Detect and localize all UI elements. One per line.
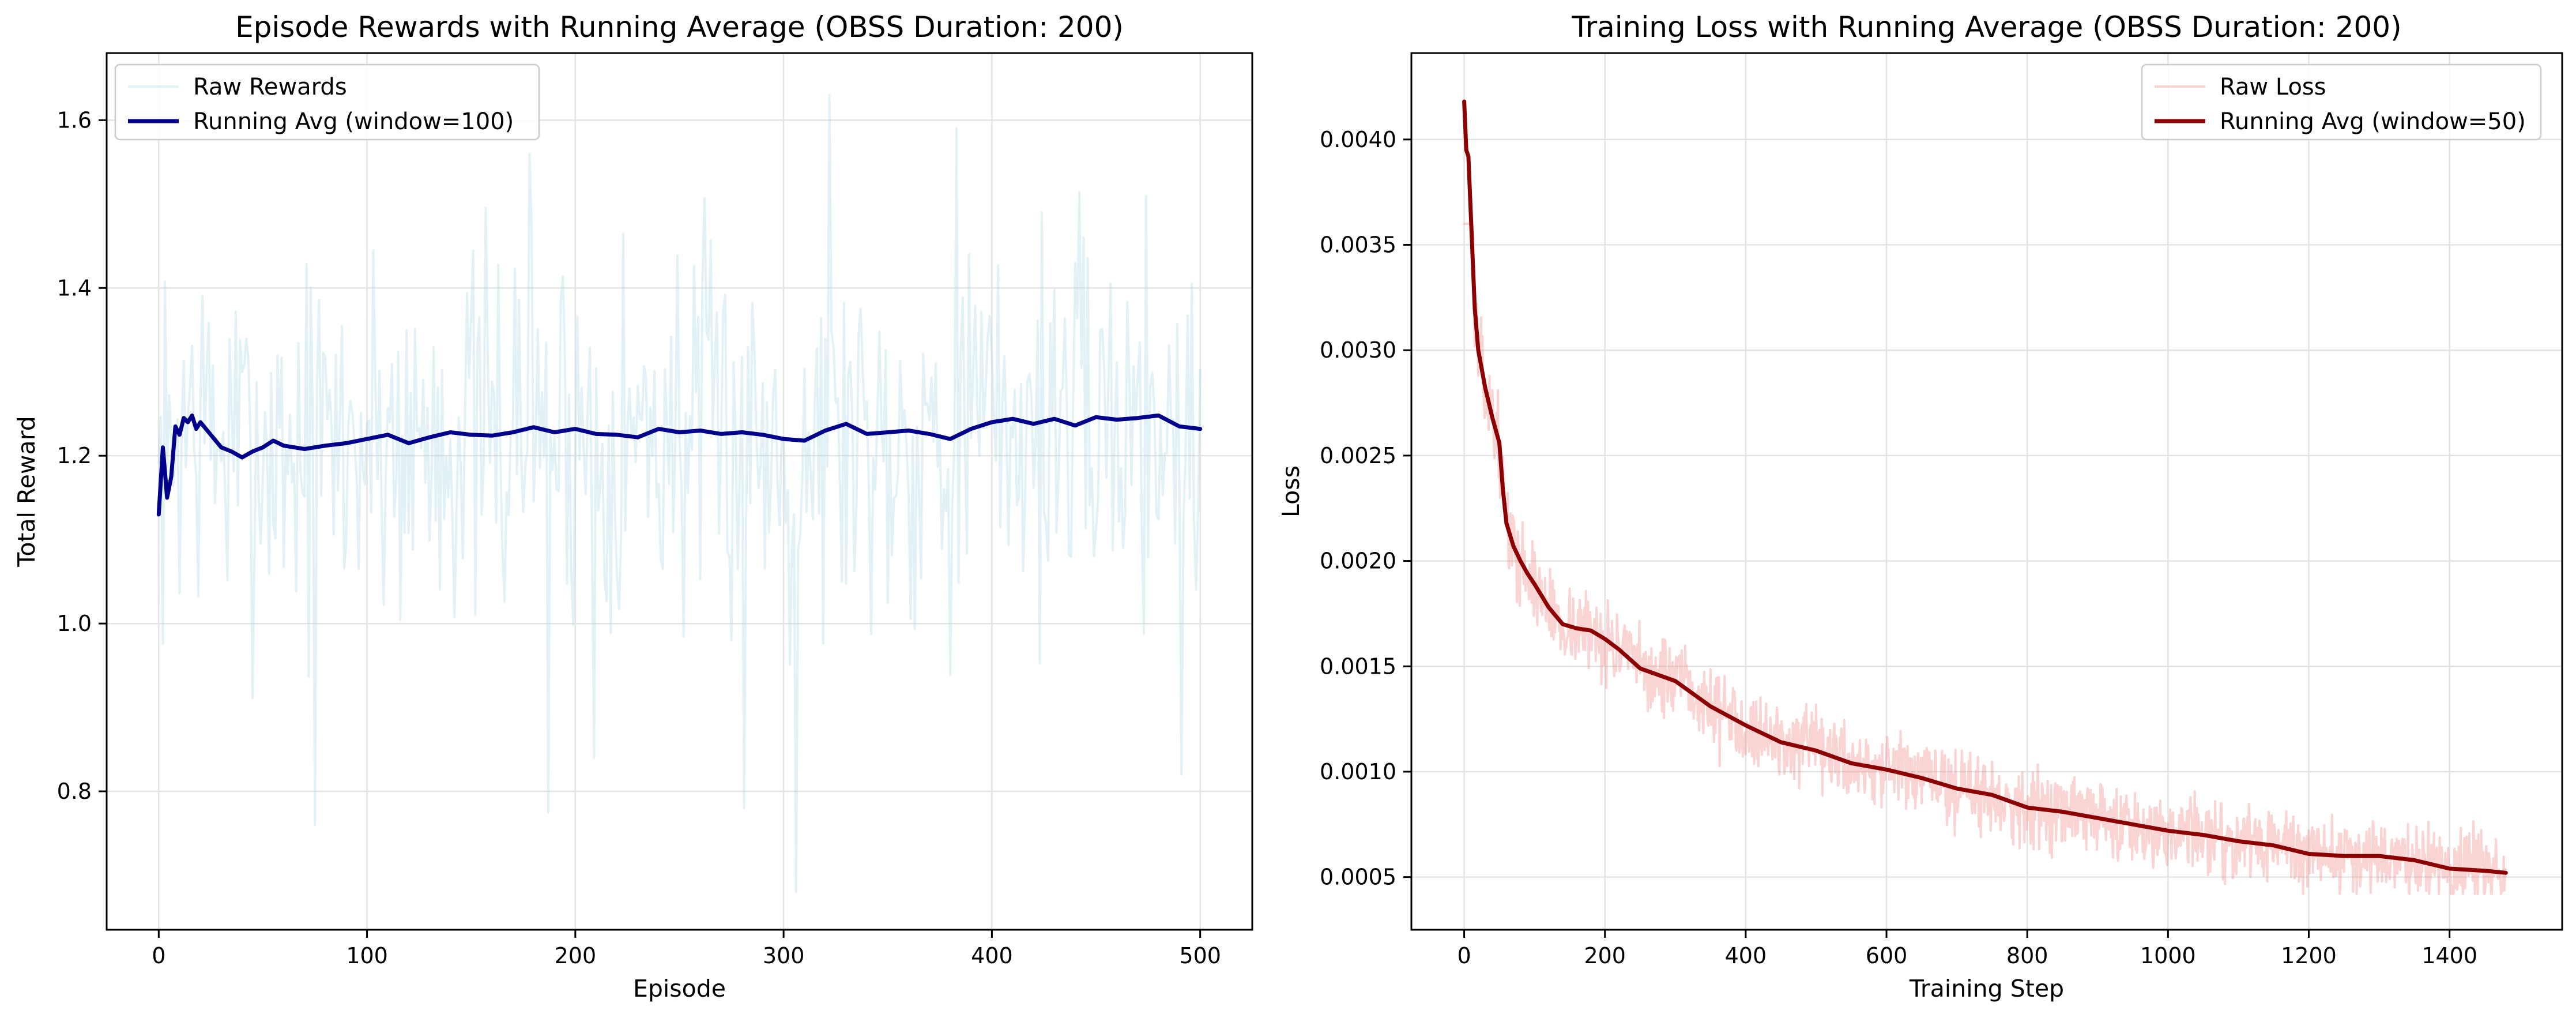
- x-tick-label: 400: [971, 943, 1013, 968]
- y-tick-label: 1.2: [57, 443, 92, 468]
- y-tick-label: 0.0015: [1320, 653, 1396, 679]
- y-tick-label: 0.0040: [1320, 127, 1396, 152]
- x-tick-label: 0: [1457, 943, 1471, 968]
- loss-chart: 0 200 400 600 800 1000 1200 1400 0.0005 0.0010 0.0…: [1277, 10, 2563, 1002]
- series-line-raw: [1463, 223, 2507, 895]
- x-tick-label: 800: [2006, 943, 2048, 968]
- legend: Raw Loss Running Avg (window=50): [2141, 63, 2542, 141]
- y-tick-label: 0.0010: [1320, 759, 1396, 784]
- y-tick-label: 1.0: [57, 611, 92, 636]
- x-axis-label: Training Step: [1909, 975, 2064, 1002]
- chart-title: Training Loss with Running Average (OBSS…: [1571, 10, 2401, 44]
- y-tick-label: 1.4: [57, 275, 92, 300]
- x-tick-label: 200: [1584, 943, 1626, 968]
- axes-frame: [106, 52, 1253, 931]
- y-tick-label: 0.0025: [1320, 443, 1396, 468]
- x-axis-label: Episode: [633, 975, 726, 1002]
- x-tick-label: 500: [1179, 943, 1221, 968]
- grid: [1411, 53, 2562, 930]
- legend-label: Running Avg (window=50): [2220, 108, 2526, 135]
- x-tick-label: 0: [152, 943, 165, 968]
- y-tick-label: 0.0035: [1320, 232, 1396, 258]
- legend-box: [114, 63, 540, 141]
- chart-title: Episode Rewards with Running Average (OB…: [235, 10, 1124, 44]
- legend-label: Raw Rewards: [193, 74, 347, 100]
- y-axis-label: Loss: [1277, 465, 1305, 517]
- x-tick-label: 1000: [2140, 943, 2196, 968]
- x-tick-label: 1200: [2281, 943, 2337, 968]
- y-tick-label: 0.0020: [1320, 549, 1396, 574]
- y-tick-label: 0.8: [57, 779, 92, 804]
- y-tick-label: 0.0005: [1320, 865, 1396, 890]
- legend: Raw Rewards Running Avg (window=100): [114, 63, 540, 141]
- y-axis-label: Total Reward: [13, 416, 40, 567]
- x-tick-label: 200: [555, 943, 597, 968]
- axes-frame: [1410, 52, 2563, 931]
- rewards-chart: 0 100 200 300 400 500 0.8 1.0 1.2 1.4 1.6 Episode R…: [13, 10, 1253, 1002]
- x-tick-label: 400: [1725, 943, 1767, 968]
- x-tick-label: 100: [346, 943, 388, 968]
- plot-area: [1462, 99, 2508, 895]
- grid: [107, 53, 1252, 930]
- x-tick-label: 1400: [2421, 943, 2477, 968]
- plot-area: [156, 93, 1203, 893]
- x-tick-label: 300: [763, 943, 805, 968]
- series-line-running-avg: [1462, 99, 2508, 875]
- legend-label: Running Avg (window=100): [193, 108, 514, 135]
- y-tick-label: 1.6: [57, 107, 92, 133]
- legend-label: Raw Loss: [2220, 74, 2326, 100]
- y-tick-label: 0.0030: [1320, 337, 1396, 363]
- x-tick-label: 600: [1866, 943, 1908, 968]
- series-line-running-avg: [156, 413, 1203, 517]
- legend-box: [2141, 63, 2542, 141]
- series-line-raw: [157, 93, 1202, 893]
